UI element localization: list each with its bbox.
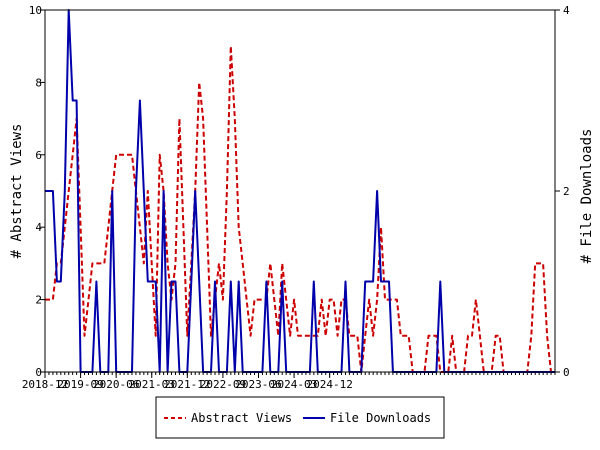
x-tick-label: 2022-09 [200, 378, 246, 391]
x-tick-label: 2018-12 [22, 378, 68, 391]
y-left-axis-title: # Abstract Views [9, 124, 25, 259]
y-right-axis-title: # File Downloads [579, 129, 595, 264]
y-left-tick-label: 4 [35, 221, 42, 234]
y-right-tick-label: 0 [563, 366, 570, 379]
legend-box [155, 396, 445, 439]
x-tick-label: 2019-09 [57, 378, 103, 391]
x-tick-label: 2020-06 [93, 378, 139, 391]
series-line-abstract-views [45, 45, 555, 373]
y-left-tick-label: 8 [35, 76, 42, 89]
y-right-tick-label: 2 [563, 185, 570, 198]
x-tick-label: 2021-03 [129, 378, 175, 391]
ticks-layer: 2018-122019-092020-062021-032021-122022-… [22, 4, 570, 391]
y-left-tick-label: 6 [35, 149, 42, 162]
y-left-tick-label: 2 [35, 294, 42, 307]
legend: Abstract Views File Downloads [155, 396, 445, 439]
x-tick-label: 2021-12 [164, 378, 210, 391]
y-left-tick-label: 10 [29, 4, 42, 17]
legend-label-abstract-views: Abstract Views [191, 411, 292, 425]
x-tick-label: 2024-12 [306, 378, 352, 391]
legend-label-file-downloads: File Downloads [330, 411, 431, 425]
y-right-tick-label: 4 [563, 4, 570, 17]
x-tick-label: 2024-03 [271, 378, 317, 391]
x-tick-label: 2023-06 [235, 378, 281, 391]
y-left-tick-label: 0 [35, 366, 42, 379]
